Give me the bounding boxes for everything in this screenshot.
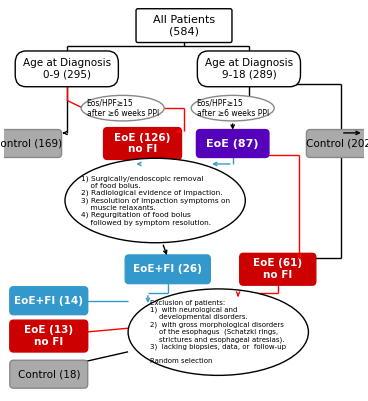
FancyBboxPatch shape (15, 51, 118, 87)
FancyBboxPatch shape (197, 51, 301, 87)
FancyBboxPatch shape (125, 255, 210, 284)
FancyBboxPatch shape (10, 287, 88, 315)
Text: Eos/HPF≥15
after ≥6 weeks PPI: Eos/HPF≥15 after ≥6 weeks PPI (86, 99, 159, 118)
Text: Exclusion of patients:
1)  with neurological and
    developmental disorders.
2): Exclusion of patients: 1) with neurologi… (150, 300, 286, 365)
Text: EoE (87): EoE (87) (206, 138, 259, 148)
Ellipse shape (191, 95, 274, 121)
Text: EoE (126)
no FI: EoE (126) no FI (114, 133, 171, 154)
Text: Control (18): Control (18) (18, 369, 80, 379)
Text: EoE+FI (14): EoE+FI (14) (14, 296, 83, 306)
FancyBboxPatch shape (197, 130, 269, 158)
Text: Age at Diagnosis
0-9 (295): Age at Diagnosis 0-9 (295) (23, 58, 111, 80)
Ellipse shape (65, 158, 245, 243)
Text: Age at Diagnosis
9-18 (289): Age at Diagnosis 9-18 (289) (205, 58, 293, 80)
Text: Control (202): Control (202) (307, 138, 368, 148)
Text: Eos/HPF≥15
after ≥6 weeks PPI: Eos/HPF≥15 after ≥6 weeks PPI (197, 99, 269, 118)
Text: EoE+FI (26): EoE+FI (26) (133, 264, 202, 274)
FancyBboxPatch shape (10, 320, 88, 352)
FancyBboxPatch shape (136, 9, 232, 43)
FancyBboxPatch shape (0, 130, 61, 158)
FancyBboxPatch shape (307, 130, 368, 158)
FancyBboxPatch shape (103, 128, 181, 160)
Text: 1) Surgically/endoscopic removal
    of food bolus.
2) Radiological evidence of : 1) Surgically/endoscopic removal of food… (81, 176, 230, 225)
Text: Control (169): Control (169) (0, 138, 62, 148)
Text: EoE (13)
no FI: EoE (13) no FI (24, 325, 73, 347)
FancyBboxPatch shape (240, 253, 316, 285)
Text: EoE (61)
no FI: EoE (61) no FI (253, 259, 302, 280)
Text: All Patients
(584): All Patients (584) (153, 15, 215, 36)
Ellipse shape (81, 95, 164, 121)
Ellipse shape (128, 289, 308, 375)
FancyBboxPatch shape (10, 360, 88, 388)
